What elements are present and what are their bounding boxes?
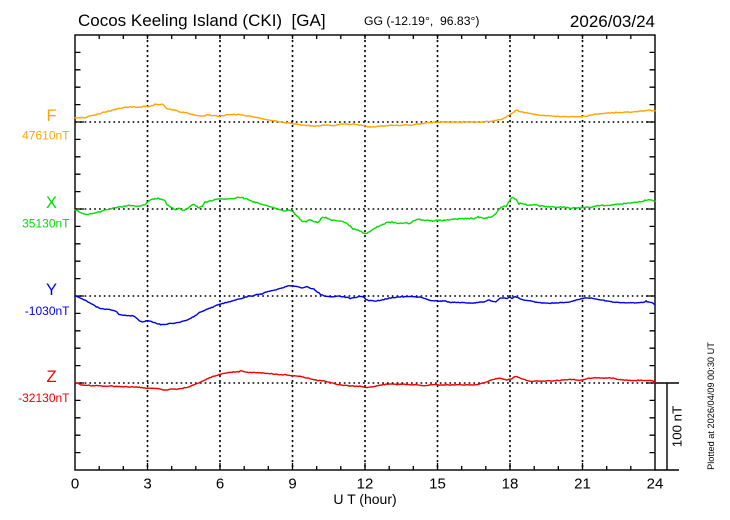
svg-text:GG (-12.19°, 96.83°): GG (-12.19°, 96.83°) xyxy=(364,14,479,28)
svg-text:Y: Y xyxy=(46,281,57,299)
svg-text:-32130nT: -32130nT xyxy=(18,391,70,405)
svg-text:12: 12 xyxy=(357,476,374,493)
svg-text:15: 15 xyxy=(429,476,446,493)
svg-text:9: 9 xyxy=(288,476,296,493)
svg-text:18: 18 xyxy=(502,476,519,493)
svg-text:Z: Z xyxy=(46,368,56,386)
svg-text:2026/03/24: 2026/03/24 xyxy=(570,12,655,31)
svg-text:Plotted at 2026/04/09 00:30 UT: Plotted at 2026/04/09 00:30 UT xyxy=(706,342,716,470)
svg-text:U T (hour): U T (hour) xyxy=(333,491,396,507)
svg-text:6: 6 xyxy=(216,476,224,493)
svg-text:21: 21 xyxy=(574,476,591,493)
svg-text:47610nT: 47610nT xyxy=(22,129,70,143)
svg-text:35130nT: 35130nT xyxy=(22,217,70,231)
svg-text:0: 0 xyxy=(71,476,79,493)
svg-text:24: 24 xyxy=(647,476,664,493)
svg-text:X: X xyxy=(46,194,57,212)
svg-text:3: 3 xyxy=(143,476,151,493)
svg-text:F: F xyxy=(46,107,56,125)
svg-text:-1030nT: -1030nT xyxy=(25,304,70,318)
svg-text:100 nT: 100 nT xyxy=(670,406,685,447)
svg-text:Cocos Keeling Island (CKI) [G: Cocos Keeling Island (CKI) [GA] xyxy=(78,11,326,30)
